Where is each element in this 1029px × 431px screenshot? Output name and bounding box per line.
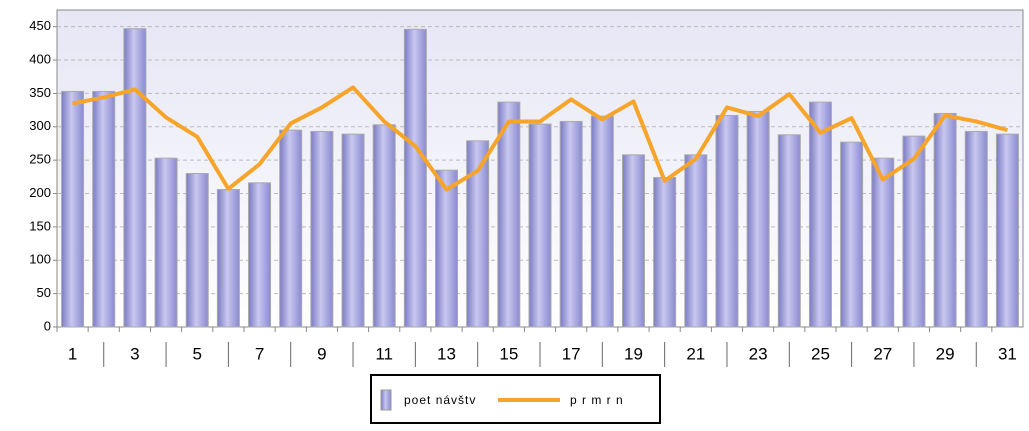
x-tick-label: 11 [375, 344, 393, 363]
bar [933, 112, 957, 328]
bar [746, 110, 770, 328]
y-tick-label: 0 [44, 318, 51, 333]
x-tick-label: 29 [936, 344, 955, 363]
bar [871, 157, 895, 328]
x-tick-label: 13 [437, 344, 456, 363]
x-tick-label: 1 [68, 344, 77, 363]
bar [528, 123, 552, 328]
x-tick-label: 17 [562, 344, 581, 363]
bar [777, 134, 801, 328]
legend-swatch [380, 389, 392, 411]
bar [715, 114, 739, 328]
y-tick-label: 250 [29, 152, 51, 167]
bar [279, 129, 303, 328]
bar [621, 154, 645, 328]
x-tick-label: 5 [192, 344, 201, 363]
y-tick-label: 300 [29, 118, 51, 133]
bar [92, 90, 116, 328]
bar [590, 115, 614, 328]
x-tick-label: 7 [255, 344, 264, 363]
bar [248, 182, 272, 328]
bar [497, 101, 521, 328]
bar [61, 90, 85, 328]
bar [341, 133, 365, 328]
bar [435, 169, 459, 328]
bar [964, 130, 988, 328]
bar [902, 135, 926, 328]
bar [808, 101, 832, 328]
y-tick-label: 350 [29, 85, 51, 100]
x-tick-label: 27 [873, 344, 892, 363]
y-tick-label: 200 [29, 185, 51, 200]
bar [559, 120, 583, 328]
x-tick-label: 15 [499, 344, 518, 363]
x-tick-label: 19 [624, 344, 643, 363]
bar [403, 28, 427, 328]
y-tick-label: 450 [29, 18, 51, 33]
x-tick-label: 21 [686, 344, 705, 363]
bar [154, 157, 178, 328]
y-tick-label: 100 [29, 252, 51, 267]
y-tick-label: 150 [29, 218, 51, 233]
bar [995, 133, 1019, 328]
y-tick-label: 50 [37, 285, 51, 300]
bar [684, 154, 708, 328]
bar [466, 140, 490, 328]
bar [185, 173, 209, 328]
legend-label: p r m r n [570, 393, 624, 407]
legend-label: poet návštv [404, 393, 476, 407]
bar [840, 141, 864, 328]
bar [653, 177, 677, 328]
line [72, 85, 1008, 192]
bar [372, 124, 396, 328]
x-tick-label: 25 [811, 344, 830, 363]
x-tick-label: 3 [130, 344, 139, 363]
bar [216, 189, 240, 328]
y-tick-label: 400 [29, 51, 51, 66]
x-tick-label: 23 [749, 344, 768, 363]
x-tick-label: 9 [317, 344, 326, 363]
bar [123, 28, 147, 328]
bar [310, 130, 334, 328]
x-tick-label: 31 [998, 344, 1017, 363]
